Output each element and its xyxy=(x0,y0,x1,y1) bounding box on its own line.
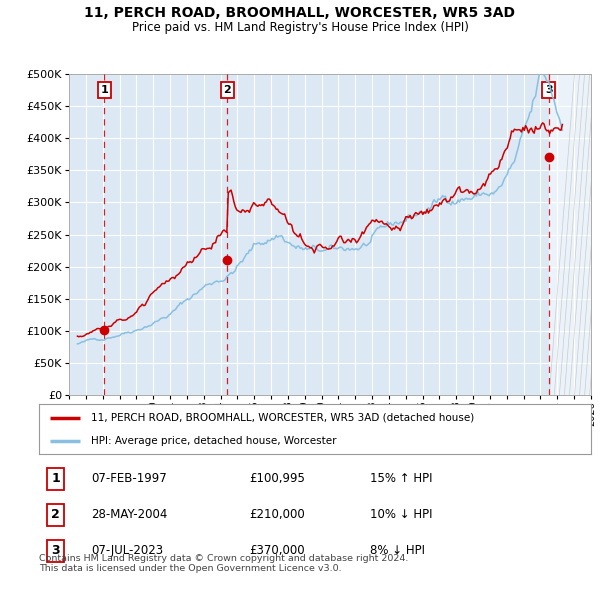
Text: £210,000: £210,000 xyxy=(249,508,305,522)
Text: 2: 2 xyxy=(223,85,231,95)
Text: 11, PERCH ROAD, BROOMHALL, WORCESTER, WR5 3AD (detached house): 11, PERCH ROAD, BROOMHALL, WORCESTER, WR… xyxy=(91,412,475,422)
Text: 11, PERCH ROAD, BROOMHALL, WORCESTER, WR5 3AD: 11, PERCH ROAD, BROOMHALL, WORCESTER, WR… xyxy=(85,6,515,20)
Text: £100,995: £100,995 xyxy=(249,472,305,485)
Text: 1: 1 xyxy=(51,472,60,485)
Text: HPI: Average price, detached house, Worcester: HPI: Average price, detached house, Worc… xyxy=(91,436,337,446)
Text: 07-FEB-1997: 07-FEB-1997 xyxy=(91,472,167,485)
Text: 2: 2 xyxy=(51,508,60,522)
Text: 07-JUL-2023: 07-JUL-2023 xyxy=(91,545,164,558)
Bar xyxy=(549,74,599,395)
Text: 10% ↓ HPI: 10% ↓ HPI xyxy=(370,508,433,522)
Text: Price paid vs. HM Land Registry's House Price Index (HPI): Price paid vs. HM Land Registry's House … xyxy=(131,21,469,34)
Text: 8% ↓ HPI: 8% ↓ HPI xyxy=(370,545,425,558)
Text: 3: 3 xyxy=(51,545,60,558)
Text: 15% ↑ HPI: 15% ↑ HPI xyxy=(370,472,433,485)
Text: 1: 1 xyxy=(100,85,108,95)
Text: 28-MAY-2004: 28-MAY-2004 xyxy=(91,508,168,522)
Text: £370,000: £370,000 xyxy=(249,545,304,558)
Text: 3: 3 xyxy=(545,85,553,95)
Text: Contains HM Land Registry data © Crown copyright and database right 2024.
This d: Contains HM Land Registry data © Crown c… xyxy=(39,554,409,573)
